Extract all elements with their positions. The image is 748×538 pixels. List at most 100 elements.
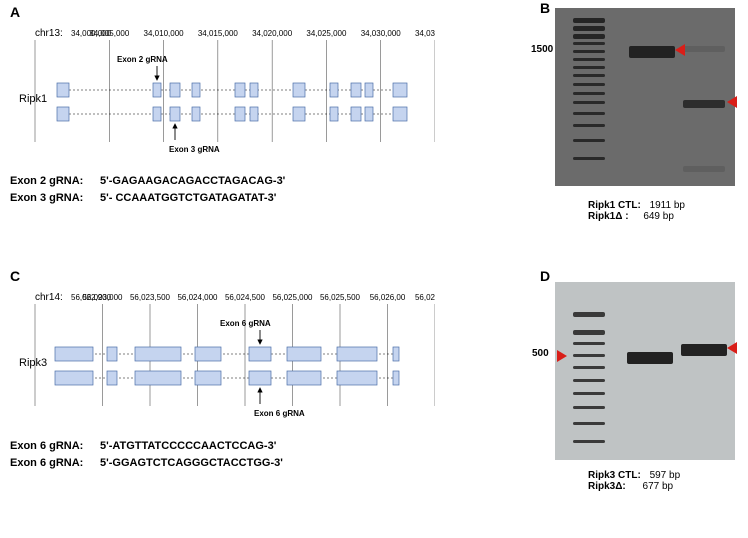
- panel-c-label: C: [10, 268, 20, 284]
- tick-label: 56,026,00: [370, 293, 406, 302]
- tick-label: 56,024,500: [225, 293, 266, 302]
- exon-rect: [293, 83, 305, 97]
- gel-band: [683, 46, 725, 52]
- red-arrow-icon: [675, 44, 685, 56]
- grna-label-bot: Exon 3 gRNA: [169, 145, 220, 154]
- red-arrow-icon: [727, 342, 737, 354]
- exon-rect: [393, 347, 399, 361]
- gel-b-bg: [555, 8, 735, 186]
- gene-name: Ripk1: [19, 93, 47, 105]
- tick-label: 56,025,000: [272, 293, 313, 302]
- tick-label: 34,030,000: [361, 29, 402, 38]
- chr-label: chr14:: [35, 292, 63, 303]
- ladder-band: [573, 139, 605, 142]
- tick-label: 34,015,000: [198, 29, 239, 38]
- gel-band: [681, 344, 727, 356]
- ladder-band: [573, 406, 605, 409]
- tick-label: 56,025,500: [320, 293, 361, 302]
- exon-rect: [365, 107, 373, 121]
- ladder-band: [573, 50, 605, 53]
- ladder-band: [573, 157, 605, 160]
- exon-rect: [170, 107, 180, 121]
- exon-rect: [235, 83, 245, 97]
- tick-label: 56,022,900: [71, 293, 112, 302]
- legend-b2-label: Ripk1Δ :: [588, 211, 629, 222]
- tick-label: 56,023,500: [130, 293, 171, 302]
- ladder-band: [573, 392, 605, 395]
- gel-band: [683, 100, 725, 108]
- marker-b-label: 1500: [531, 44, 553, 55]
- exon-rect: [337, 371, 377, 385]
- ladder-band: [573, 83, 605, 86]
- grna-label-top: Exon 6 gRNA: [220, 319, 271, 328]
- tick-label: 34,035,000: [415, 29, 435, 38]
- exon-rect: [57, 83, 69, 97]
- ladder-band: [573, 74, 605, 77]
- exon-rect: [249, 371, 271, 385]
- exon-rect: [57, 107, 69, 121]
- ladder-band: [573, 112, 605, 115]
- exon-rect: [107, 371, 117, 385]
- exon-rect: [330, 83, 338, 97]
- seq-a1-label: Exon 2 gRNA:: [10, 175, 83, 187]
- ladder-band: [573, 422, 605, 425]
- legend-b1-val: 1911 bp: [650, 200, 685, 211]
- exon-rect: [250, 107, 258, 121]
- gel-band: [683, 166, 725, 172]
- tick-label: 34,025,000: [306, 29, 347, 38]
- ladder-band: [573, 66, 605, 69]
- exon-rect: [235, 107, 245, 121]
- exon-rect: [135, 347, 181, 361]
- panel-d-gel: [555, 282, 740, 467]
- legend-d: Ripk3 CTL: 597 bp Ripk3Δ: 677 bp: [588, 470, 748, 492]
- exon-rect: [393, 83, 407, 97]
- chr-label: chr13:: [35, 28, 63, 39]
- ladder-band: [573, 342, 605, 345]
- tick-label: 34,010,000: [144, 29, 185, 38]
- gel-band: [627, 352, 673, 364]
- seq-c1: 5'-ATGTTATCCCCCAACTCCAG-3': [100, 440, 276, 452]
- exon-rect: [249, 347, 271, 361]
- exon-rect: [337, 347, 377, 361]
- exon-rect: [195, 347, 221, 361]
- seq-a1: 5'-GAGAAGACAGACCTAGACAG-3': [100, 175, 285, 187]
- exon-rect: [351, 107, 361, 121]
- exon-rect: [293, 107, 305, 121]
- gel-band: [629, 46, 675, 58]
- panel-c-genome: chr14:56,023,00056,023,50056,024,00056,0…: [15, 286, 435, 436]
- ladder-band: [573, 101, 605, 104]
- legend-d2-label: Ripk3Δ:: [588, 481, 626, 492]
- grna-label-bot: Exon 6 gRNA: [254, 409, 305, 418]
- exon-rect: [170, 83, 180, 97]
- ladder-band: [573, 440, 605, 443]
- ladder-band: [573, 354, 605, 357]
- tick-label: 56,026,500: [415, 293, 435, 302]
- seq-c1-label: Exon 6 gRNA:: [10, 440, 83, 452]
- exon-rect: [351, 83, 361, 97]
- exon-rect: [195, 371, 221, 385]
- exon-rect: [287, 347, 321, 361]
- red-arrow-icon: [557, 350, 567, 362]
- ladder-band: [573, 92, 605, 95]
- ladder-band: [573, 18, 605, 23]
- legend-b: Ripk1 CTL: 1911 bp Ripk1Δ : 649 bp: [588, 200, 748, 222]
- exon-rect: [287, 371, 321, 385]
- exon-rect: [55, 371, 93, 385]
- ladder-band: [573, 379, 605, 382]
- exon-rect: [192, 83, 200, 97]
- tick-label: 56,024,000: [177, 293, 218, 302]
- legend-d1-label: Ripk3 CTL:: [588, 470, 641, 481]
- legend-d1-val: 597 bp: [650, 470, 681, 481]
- ladder-band: [573, 366, 605, 369]
- exon-rect: [365, 83, 373, 97]
- exon-rect: [330, 107, 338, 121]
- panel-b-gel: [555, 8, 740, 198]
- seq-c2: 5'-GGAGTCTCAGGGCTACCTGG-3': [100, 457, 283, 469]
- ladder-band: [573, 58, 605, 61]
- tick-label: 34,000,000: [71, 29, 112, 38]
- gene-name: Ripk3: [19, 357, 47, 369]
- seq-a2: 5'- CCAAATGGTCTGATAGATAT-3': [100, 192, 276, 204]
- exon-rect: [192, 107, 200, 121]
- seq-a2-label: Exon 3 gRNA:: [10, 192, 83, 204]
- ladder-band: [573, 312, 605, 317]
